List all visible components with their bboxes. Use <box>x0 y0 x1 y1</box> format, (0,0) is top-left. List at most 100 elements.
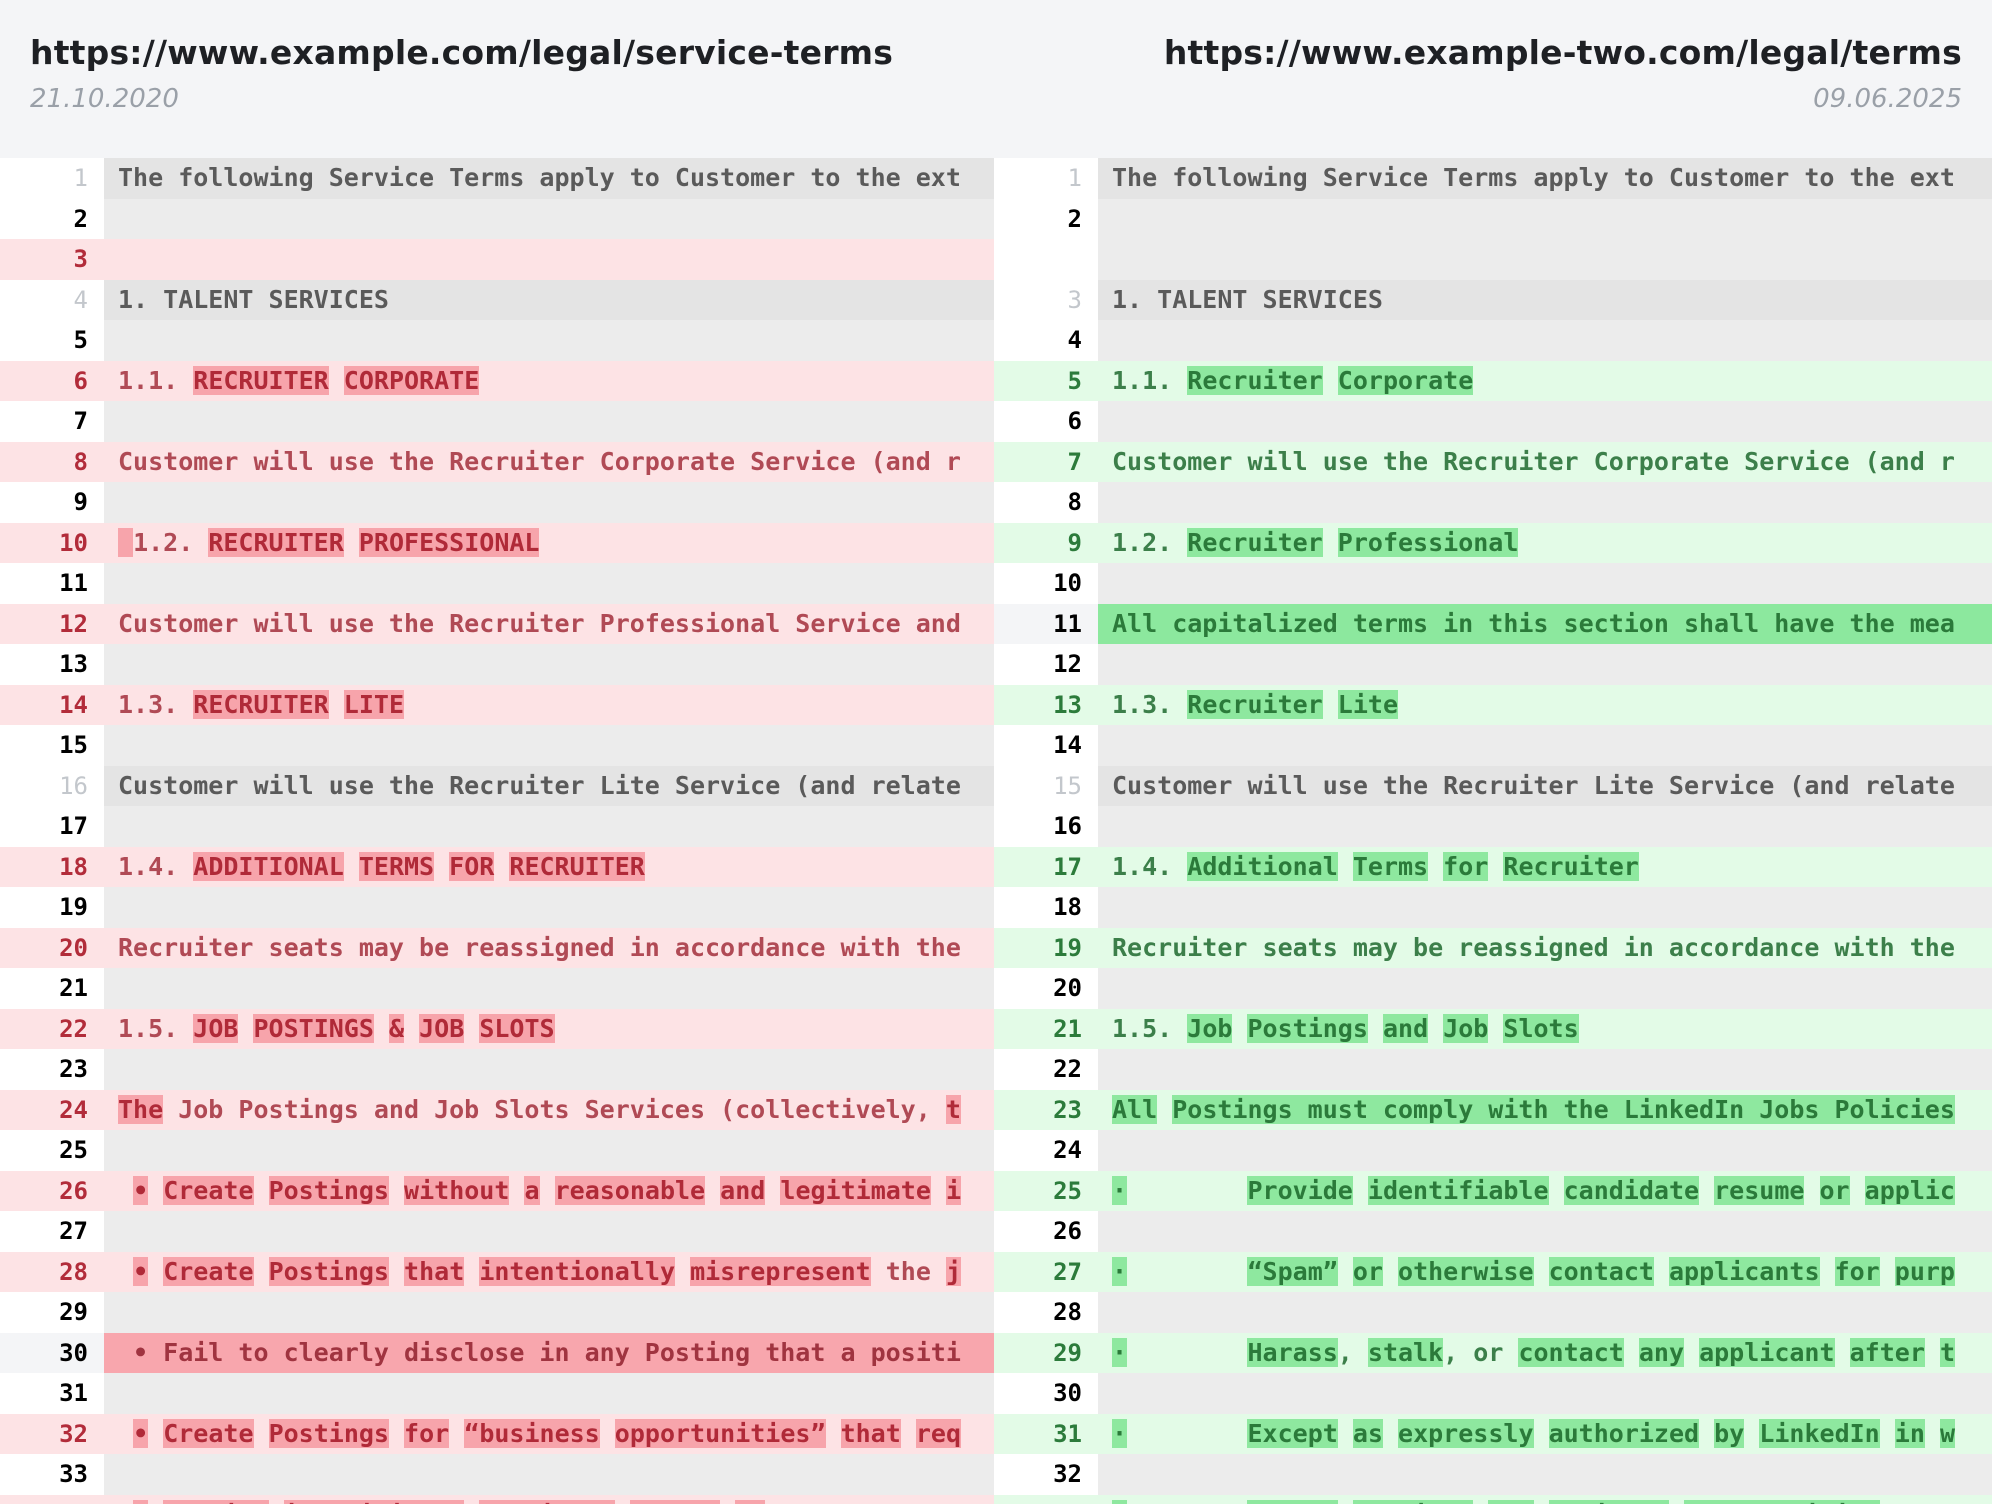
diff-header: https://www.example.com/legal/service-te… <box>0 0 1992 158</box>
text-token <box>1820 1257 1835 1286</box>
changed-token: Postings <box>1247 1013 1368 1043</box>
text-token: , <box>1337 1337 1368 1367</box>
text-token: Customer will use the Recruiter Corporat… <box>1112 446 1955 476</box>
left-diff-pane[interactable]: 1 The following Service Terms apply to Cu… <box>0 158 994 1504</box>
diff-row: 20 Recruiter seats may be reassigned in a… <box>0 927 994 968</box>
line-number: 9 <box>994 522 1098 563</box>
changed-token: POSTINGS <box>253 1013 374 1043</box>
text-token: The following Service Terms apply to Cus… <box>1112 163 1955 192</box>
diff-row: 18 1.4. ADDITIONAL TERMS FOR RECRUITER <box>0 846 994 887</box>
line-content: 1.5. Job Postings and Job Slots <box>1098 1008 1992 1049</box>
changed-token: Slots <box>1503 1013 1579 1043</box>
line-content <box>1098 806 1992 847</box>
diff-row: 1 The following Service Terms apply to Cu… <box>0 158 994 199</box>
line-number: 12 <box>994 644 1098 685</box>
changed-token: JOB <box>193 1013 239 1043</box>
text-token <box>1127 1500 1247 1504</box>
right-diff-pane[interactable]: 1 The following Service Terms apply to Cu… <box>994 158 1992 1504</box>
line-number: 15 <box>994 765 1098 806</box>
diff-row: 12 <box>994 644 1992 685</box>
diff-row: 14 1.3. RECRUITER LITE <box>0 684 994 725</box>
line-content <box>1098 725 1992 766</box>
line-content <box>1098 887 1992 928</box>
changed-token: applicants <box>1668 1256 1820 1286</box>
changed-token: candidate <box>479 1499 615 1504</box>
text-token <box>1232 1014 1247 1043</box>
changed-token: Except <box>1247 1418 1338 1448</box>
text-token <box>675 1257 690 1286</box>
diff-row: 24 The Job Postings and Job Slots Service… <box>0 1089 994 1130</box>
diff-row: 26 <box>994 1211 1992 1252</box>
text-token <box>494 852 509 881</box>
line-number: 27 <box>994 1251 1098 1292</box>
diff-row: 5 <box>0 320 994 361</box>
changed-token: stalk <box>1367 1337 1444 1367</box>
line-number: 31 <box>0 1373 104 1414</box>
changed-token: & <box>388 1013 405 1043</box>
changed-token: Job <box>1187 1013 1233 1043</box>
line-number: 12 <box>0 603 104 644</box>
line-number: 27 <box>0 1211 104 1252</box>
text-token: • Fail to clearly disclose in any Postin… <box>118 1337 961 1367</box>
line-number: 3 <box>994 279 1098 320</box>
line-number: 34 <box>0 1494 104 1504</box>
text-token <box>269 1500 284 1504</box>
text-token <box>389 1257 404 1286</box>
text-token: , or <box>1443 1337 1519 1367</box>
changed-token: opportunities” <box>614 1418 826 1448</box>
line-number: 19 <box>0 887 104 928</box>
text-token <box>826 1419 841 1448</box>
left-document-url[interactable]: https://www.example.com/legal/service-te… <box>30 33 894 72</box>
changed-token: j <box>945 1256 962 1286</box>
text-token: Recruiter seats may be reassigned in acc… <box>118 932 961 962</box>
diff-row: 3 1. TALENT SERVICES <box>994 279 1992 320</box>
diff-row: 22 1.5. JOB POSTINGS & JOB SLOTS <box>0 1008 994 1049</box>
line-number: 25 <box>0 1130 104 1171</box>
text-token <box>254 1176 269 1205</box>
line-content: 1.2. Recruiter Professional <box>1098 522 1992 563</box>
line-number: 14 <box>0 684 104 725</box>
diff-row: 9 <box>0 482 994 523</box>
line-number: 22 <box>994 1049 1098 1090</box>
line-number: 21 <box>0 968 104 1009</box>
right-document-info: https://www.example-two.com/legal/terms … <box>1164 30 1962 116</box>
right-document-url[interactable]: https://www.example-two.com/legal/terms <box>1163 33 1962 72</box>
line-content <box>104 1130 994 1171</box>
text-token: 1. TALENT SERVICES <box>1112 284 1383 314</box>
diff-row: 2 <box>994 198 1992 239</box>
line-number: 28 <box>0 1251 104 1292</box>
text-token <box>1323 528 1338 557</box>
text-token <box>344 852 359 881</box>
text-token <box>1488 852 1503 881</box>
text-token <box>148 1176 163 1205</box>
line-number: 6 <box>0 360 104 401</box>
changed-token: intentionally <box>479 1256 675 1286</box>
text-token <box>1624 1338 1639 1367</box>
line-number: 30 <box>994 1373 1098 1414</box>
line-content <box>104 239 994 280</box>
text-token <box>1323 366 1338 395</box>
diff-row: 15 Customer will use the Recruiter Lite S… <box>994 765 1992 806</box>
text-token <box>540 1176 555 1205</box>
text-token: 1.1. <box>1112 365 1188 395</box>
text-token <box>434 852 449 881</box>
text-token <box>1368 1014 1383 1043</box>
line-number: 10 <box>994 563 1098 604</box>
line-number: 1 <box>0 158 104 199</box>
text-token: 1.5. <box>1112 1013 1188 1043</box>
text-token: Customer will use the Recruiter Professi… <box>118 608 961 638</box>
changed-token: Create <box>163 1175 254 1205</box>
left-document-date: 21.10.2020 <box>30 84 179 114</box>
changed-token: Terms <box>1352 851 1429 881</box>
changed-token: RECRUITER <box>509 851 645 881</box>
text-token <box>464 1500 479 1504</box>
text-token <box>1353 1176 1368 1205</box>
changed-token: SLOTS <box>479 1013 555 1043</box>
changed-token: The <box>118 1094 164 1124</box>
line-content: Recruiter seats may be reassigned in acc… <box>104 927 994 968</box>
diff-row: 15 <box>0 725 994 766</box>
line-content: · Create Postings for business opportuni… <box>1098 1494 1992 1504</box>
text-token <box>1323 690 1338 719</box>
text-token: the <box>870 1256 946 1286</box>
text-token: The following Service Terms apply to Cus… <box>118 163 961 192</box>
